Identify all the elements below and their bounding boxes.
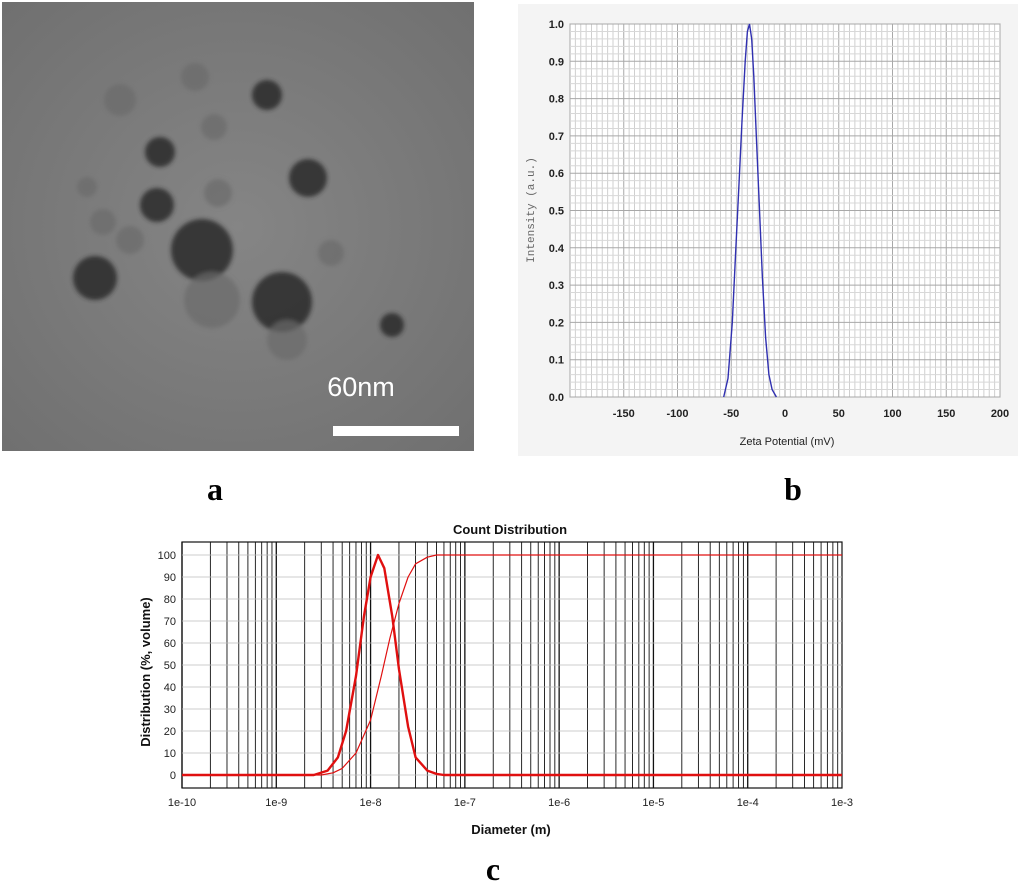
- chart-b-xtick-label: 50: [833, 408, 845, 420]
- chart-c-xtick-label: 1e-5: [642, 797, 664, 809]
- chart-c-ytick-label: 0: [170, 770, 176, 782]
- chart-b-series: [723, 23, 778, 398]
- nanoparticle: [289, 159, 327, 197]
- chart-c-ytick-label: 80: [164, 594, 176, 606]
- chart-c-xtick-label: 1e-4: [737, 797, 759, 809]
- chart-b-ytick-label: 0.5: [549, 206, 564, 218]
- chart-b-ytick-label: 0.1: [549, 355, 564, 367]
- chart-b-ytick-label: 0.7: [549, 131, 564, 143]
- chart-c-ytick-label: 10: [164, 748, 176, 760]
- chart-c-ytick-label: 60: [164, 638, 176, 650]
- panel-b-zeta-chart: -150 -100 -50 0 50 100 150 200 0.0 0.1 0.2 0.3 0.4 0.…: [518, 4, 1018, 456]
- chart-c-xtick-label: 1e-10: [168, 797, 196, 809]
- chart-b-xtick-label: -100: [666, 408, 688, 420]
- chart-c-ytick-label: 70: [164, 616, 176, 628]
- nanoparticle: [116, 226, 144, 254]
- chart-b-ytick-label: 0.8: [549, 94, 564, 106]
- chart-b-series-line: [723, 23, 778, 398]
- chart-b-ticks: -150 -100 -50 0 50 100 150 200 0.0 0.1 0.2 0.3 0.4 0.…: [549, 19, 1009, 420]
- scale-bar: [333, 426, 459, 436]
- nanoparticle: [252, 272, 312, 332]
- nanoparticle: [204, 179, 232, 207]
- chart-b-xtick-label: -150: [613, 408, 635, 420]
- chart-b-ytick-label: 0.9: [549, 56, 564, 68]
- chart-c-xtick-label: 1e-6: [548, 797, 570, 809]
- chart-b-xtick-label: 150: [937, 408, 955, 420]
- chart-b-ytick-label: 1.0: [549, 19, 564, 31]
- nanoparticle: [181, 63, 209, 91]
- chart-c-ytick-label: 30: [164, 704, 176, 716]
- chart-c-ytick-label: 90: [164, 572, 176, 584]
- chart-b-xlabel: Zeta Potential (mV): [740, 436, 835, 448]
- chart-b-ytick-label: 0.6: [549, 168, 564, 180]
- chart-c-ytick-label: 50: [164, 660, 176, 672]
- chart-c-xtick-label: 1e-8: [360, 797, 382, 809]
- nanoparticle: [90, 209, 116, 235]
- panel-label-a: a: [207, 471, 223, 507]
- chart-c-cumulative-line: [182, 554, 842, 776]
- chart-b-xtick-label: 100: [883, 408, 901, 420]
- panel-c-distribution-chart: Count Distribution 1e-10 1e-9 1e-8 1e-7 1e-6…: [138, 522, 853, 837]
- chart-c-ytick-label: 20: [164, 726, 176, 738]
- panel-a-micrograph: 60nm: [2, 2, 474, 451]
- nanoparticle-cluster: [73, 63, 404, 360]
- nanoparticle: [73, 256, 117, 300]
- nanoparticle: [201, 114, 227, 140]
- chart-b-ytick-label: 0.2: [549, 317, 564, 329]
- panel-label-c: c: [486, 851, 500, 887]
- chart-c-distribution-line: [182, 553, 842, 777]
- nanoparticle: [267, 320, 307, 360]
- chart-c-title: Count Distribution: [453, 522, 567, 537]
- chart-c-xtick-label: 1e-3: [831, 797, 853, 809]
- chart-b-ytick-label: 0.0: [549, 392, 564, 404]
- chart-b-ylabel: Intensity (a.u.): [526, 157, 538, 263]
- chart-b-xtick-label: 200: [991, 408, 1009, 420]
- chart-c-ylabel: Distribution (%, volume): [138, 597, 153, 747]
- chart-b-ytick-label: 0.4: [549, 243, 565, 255]
- nanoparticle: [77, 177, 97, 197]
- chart-c-xtick-label: 1e-9: [265, 797, 287, 809]
- nanoparticle: [252, 80, 282, 110]
- nanoparticle: [171, 219, 233, 281]
- micrograph-background: [2, 2, 474, 451]
- chart-c-grid: [181, 541, 843, 789]
- panel-label-b: b: [784, 471, 802, 507]
- nanoparticle: [140, 188, 174, 222]
- nanoparticle: [380, 313, 404, 337]
- chart-b-grid: [569, 23, 1001, 398]
- nanoparticle: [104, 84, 136, 116]
- chart-b-xtick-label: -50: [723, 408, 739, 420]
- chart-c-xlabel: Diameter (m): [471, 822, 550, 837]
- chart-b-ytick-label: 0.3: [549, 280, 564, 292]
- chart-c-ticks: 1e-10 1e-9 1e-8 1e-7 1e-6 1e-5 1e-4 1e-3 0 10 20 30…: [158, 550, 853, 809]
- chart-c-xtick-label: 1e-7: [454, 797, 476, 809]
- scale-bar-label: 60nm: [327, 372, 395, 402]
- nanoparticle: [184, 272, 240, 328]
- chart-c-ytick-label: 40: [164, 682, 176, 694]
- chart-b-xtick-label: 0: [782, 408, 788, 420]
- chart-c-series: [182, 553, 842, 777]
- nanoparticle: [318, 240, 344, 266]
- chart-c-ytick-label: 100: [158, 550, 176, 562]
- nanoparticle: [145, 137, 175, 167]
